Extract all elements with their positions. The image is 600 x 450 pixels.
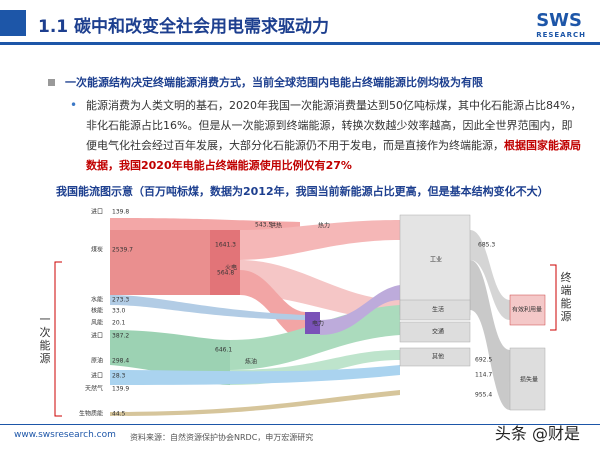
source-value: 2539.7: [112, 247, 133, 254]
source-value: 387.2: [112, 333, 129, 340]
logo: SWS RESEARCH: [536, 10, 586, 39]
flow: [240, 220, 400, 260]
node-box: [509, 347, 546, 411]
source-label: 水能: [91, 296, 103, 304]
source-value: 298.4: [112, 358, 129, 365]
node-label: 电力: [312, 320, 324, 328]
node-label: 火电: [225, 264, 237, 272]
bracket: [550, 264, 557, 331]
node-label: 热力: [318, 222, 330, 230]
flow: [110, 230, 210, 295]
node-label: 生活: [432, 306, 444, 314]
source-label: 原油: [91, 357, 103, 365]
node-label: 损失量: [520, 376, 538, 384]
source-value: 44.5: [112, 411, 126, 418]
logo-sub: RESEARCH: [536, 31, 586, 39]
flow: [470, 260, 510, 410]
figure-caption: 我国能流图示意（百万吨标煤，数据为2012年，我国当前新能源占比更高，但是基本结…: [56, 185, 549, 198]
flows: [110, 218, 510, 416]
flow: [110, 365, 400, 385]
flow-value: 114.7: [475, 372, 492, 379]
group-label-char: 次: [40, 325, 51, 339]
footer-source: 资料来源：自然资源保护协会NRDC，申万宏源研究: [130, 433, 314, 442]
node-label: 工业: [430, 256, 442, 264]
sankey-diagram: 进口 139.8 煤炭 2539.7 水能 273.3 核能 33.0 风能 20.1 进口 387.…: [40, 208, 572, 418]
source-label: 核能: [91, 307, 103, 315]
bullet-text: 能源消费为人类文明的基石，2020年我国一次能源消费量达到50亿吨标煤，其中化石…: [86, 99, 582, 152]
footer-url: www.swsresearch.com: [14, 430, 116, 440]
source-label: 进口: [91, 332, 103, 340]
node-label: 其他: [432, 353, 444, 361]
source-label: 进口: [91, 208, 103, 216]
source-label: 生物质能: [79, 410, 103, 418]
source-label: 天然气: [85, 385, 103, 393]
bullet-text: 一次能源结构决定终端能源消费方式，当前全球范围内电能占终端能源比例均极为有限: [65, 76, 483, 89]
header-rule: [0, 42, 600, 45]
node-label: 炼油: [245, 358, 257, 366]
node-label: 交通: [432, 328, 444, 336]
flow-value: 1641.3: [215, 242, 236, 249]
flow-value: 543.5: [255, 222, 272, 229]
node-box: [509, 294, 546, 326]
group-label-char: 能: [40, 338, 51, 352]
bullet-dot: •: [70, 98, 78, 112]
watermark: 头条 @财是: [494, 424, 580, 443]
node-box: [399, 321, 471, 343]
footer-rule: [0, 424, 600, 425]
group-label-char: 能: [561, 296, 572, 310]
source-value: 28.3: [112, 373, 126, 380]
source-value: 273.3: [112, 297, 129, 304]
node-box: [305, 312, 320, 334]
slide-title: 1.1 碳中和改变全社会用电需求驱动力: [38, 17, 330, 37]
node-label: 有效利用量: [512, 306, 542, 314]
flow: [110, 390, 400, 416]
flow: [240, 260, 400, 320]
source-value: 20.1: [112, 320, 126, 327]
bracket: [54, 261, 62, 417]
flow-value: 692.5: [475, 357, 492, 364]
logo-text: SWS: [536, 10, 582, 31]
flow-value: 685.3: [478, 242, 495, 249]
source-label: 风能: [91, 319, 103, 327]
group-label-char: 终: [561, 270, 572, 284]
source-label: 进口: [91, 372, 103, 380]
group-label-char: 源: [40, 351, 51, 365]
source-value: 33.0: [112, 308, 126, 315]
group-label-char: 源: [561, 309, 572, 323]
header-mark: [0, 10, 26, 36]
flow: [110, 295, 305, 320]
group-label-char: 端: [561, 284, 572, 297]
highlight: 根据国家能源局数据，我国2020年电能占终端能源使用比例仅有27%: [86, 139, 581, 172]
node-box: [399, 299, 471, 321]
flow: [320, 285, 400, 335]
source-label: 煤炭: [91, 246, 103, 254]
bullet-body: 能源消费为人类文明的基石，2020年我国一次能源消费量达到50亿吨标煤，其中化石…: [86, 96, 582, 176]
flow: [470, 230, 510, 320]
node-label: 供热: [270, 222, 282, 230]
group-label-char: 一: [40, 313, 51, 326]
source-value: 139.9: [112, 386, 129, 393]
source-value: 139.8: [112, 209, 129, 216]
flow: [210, 230, 240, 295]
node-box: [399, 214, 471, 316]
flow-value: 564.8: [217, 270, 234, 277]
bullet-heading: 一次能源结构决定终端能源消费方式，当前全球范围内电能占终端能源比例均极为有限: [48, 74, 588, 90]
flow-value: 955.4: [475, 392, 492, 399]
flow-value: 646.1: [215, 347, 232, 354]
node-box: [399, 347, 471, 367]
flow: [240, 270, 305, 340]
